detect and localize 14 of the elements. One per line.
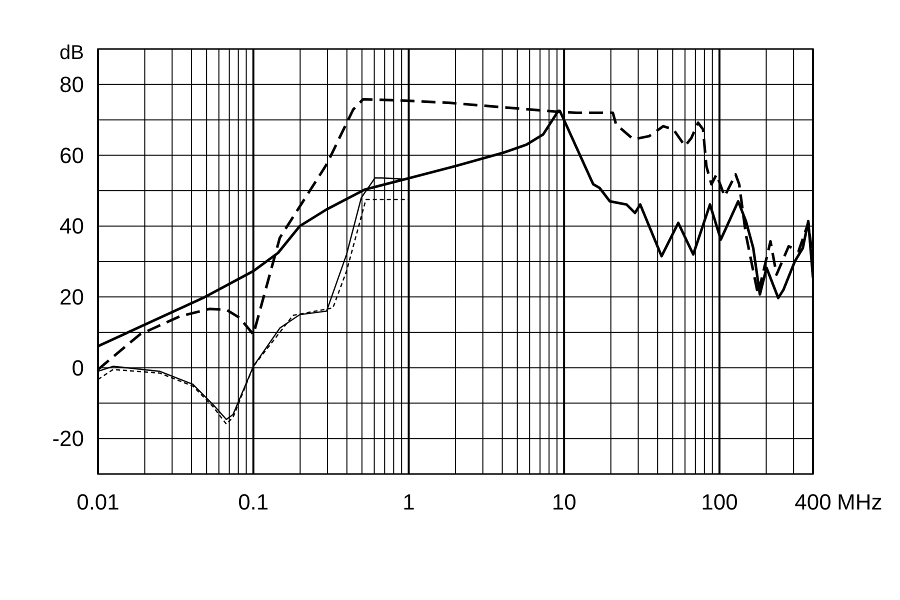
x-tick-label: 1	[402, 490, 415, 514]
x-tick-label: 10	[552, 490, 576, 514]
y-tick-label: 80	[60, 72, 84, 97]
x-tick-label: 100	[701, 490, 738, 514]
y-tick-label: 40	[60, 214, 84, 239]
y-tick-label: 20	[60, 284, 84, 310]
y-tick-label: -20	[52, 426, 84, 452]
x-tick-label: 0.1	[238, 490, 269, 514]
x-tick-label: 0.01	[76, 490, 120, 514]
y-tick-label: 0	[72, 355, 84, 380]
x-tick-label: 400	[794, 490, 832, 514]
y-tick-label: 60	[60, 142, 84, 168]
y-axis-title: dB	[60, 42, 84, 64]
x-axis-title: MHz	[837, 490, 882, 514]
